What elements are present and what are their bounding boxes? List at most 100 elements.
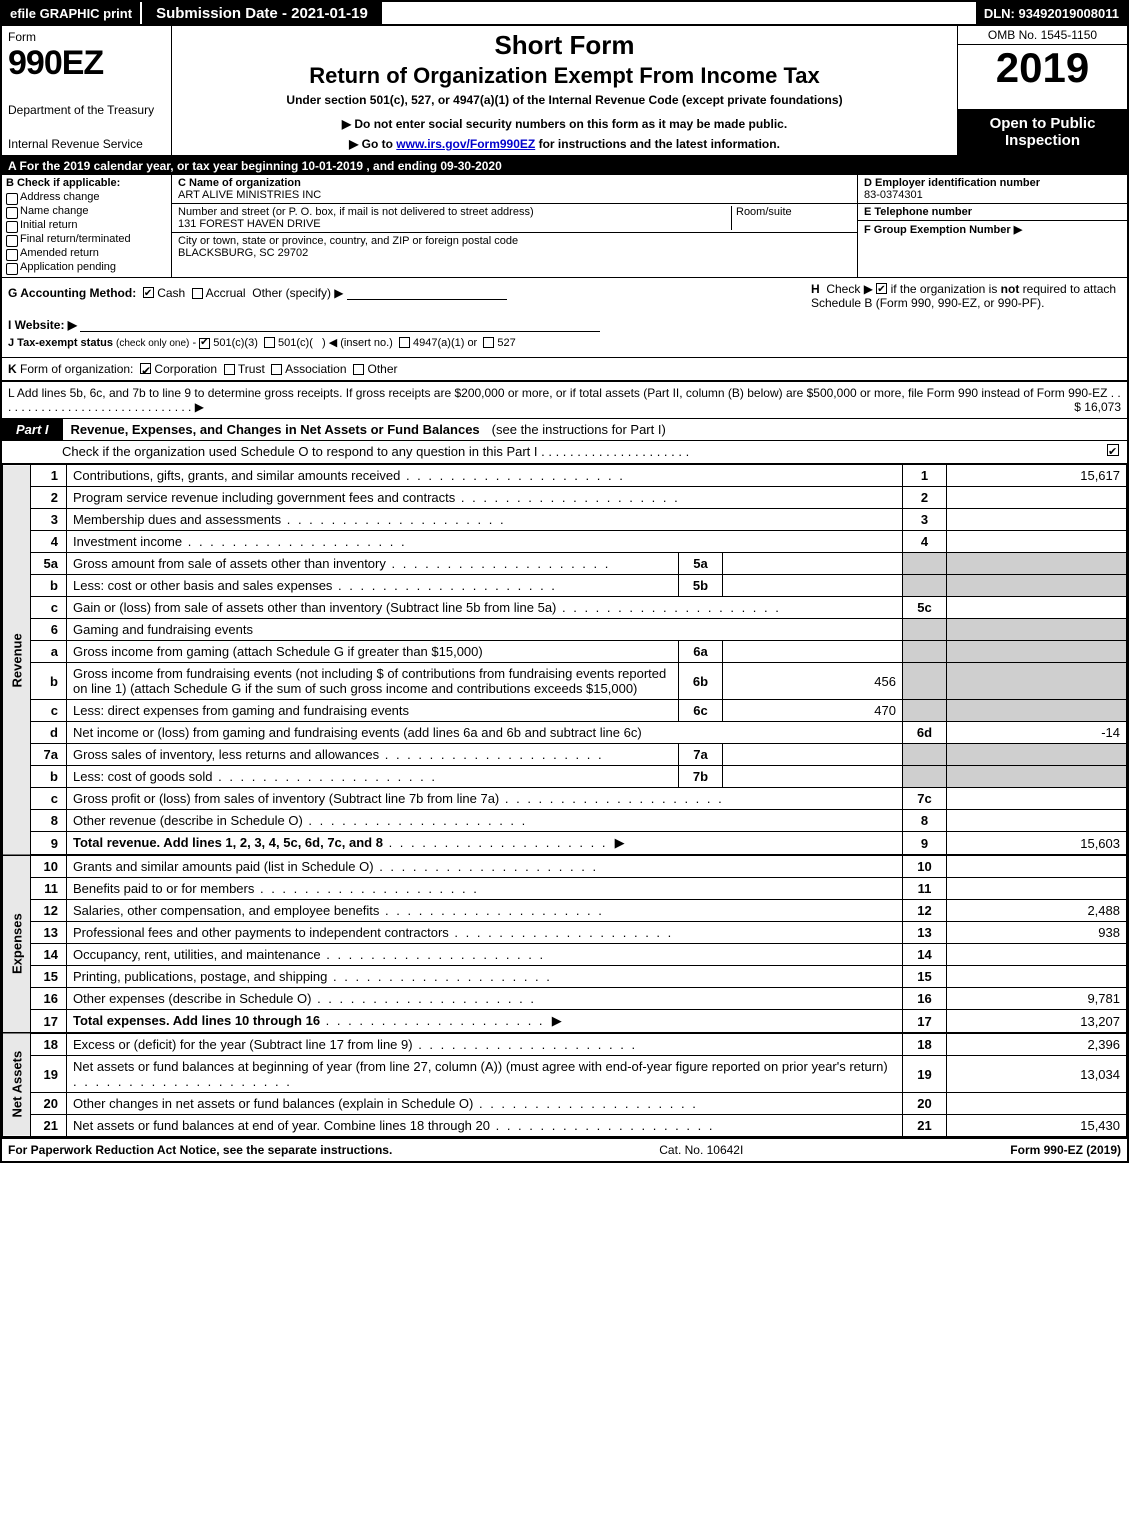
desc-5c: Gain or (loss) from sale of assets other… [73, 600, 556, 615]
desc-13: Professional fees and other payments to … [73, 925, 449, 940]
desc-11: Benefits paid to or for members [73, 881, 254, 896]
num-11: 11 [903, 878, 947, 900]
header-center: Short Form Return of Organization Exempt… [172, 26, 957, 155]
num-20: 20 [903, 1093, 947, 1115]
subv-6a [723, 641, 903, 663]
line-j: J Tax-exempt status (check only one) - 5… [8, 336, 1121, 349]
col-c-org-info: C Name of organization ART ALIVE MINISTR… [172, 175, 857, 277]
c-addr-row: Number and street (or P. O. box, if mail… [172, 204, 857, 233]
ck-application-pending[interactable]: Application pending [6, 261, 167, 273]
g-accrual-checkbox[interactable] [192, 288, 203, 299]
ln-16: 16 [31, 988, 67, 1010]
k-corp-checkbox[interactable]: ✔ [140, 363, 151, 374]
d-ein-label: D Employer identification number [864, 177, 1040, 189]
line-i: I Website: ▶ [8, 318, 1121, 332]
goto-link[interactable]: www.irs.gov/Form990EZ [396, 137, 535, 151]
amt-6b-grey [947, 663, 1127, 700]
b-header: B Check if applicable: [6, 177, 120, 189]
desc-15: Printing, publications, postage, and shi… [73, 969, 327, 984]
amt-7b-grey [947, 766, 1127, 788]
desc-2: Program service revenue including govern… [73, 490, 455, 505]
dept-irs: Internal Revenue Service [8, 137, 165, 151]
ck-address-change[interactable]: Address change [6, 191, 167, 203]
j-4947-checkbox[interactable] [399, 337, 410, 348]
subv-6b: 456 [723, 663, 903, 700]
num-17: 17 [903, 1010, 947, 1034]
num-8: 8 [903, 810, 947, 832]
k-other-checkbox[interactable] [353, 364, 364, 375]
row-9: 9 Total revenue. Add lines 1, 2, 3, 4, 5… [3, 832, 1127, 856]
desc-17: Total expenses. Add lines 10 through 16 [73, 1013, 320, 1028]
form-header: Form 990EZ Department of the Treasury In… [2, 26, 1127, 157]
desc-12: Salaries, other compensation, and employ… [73, 903, 379, 918]
desc-21: Net assets or fund balances at end of ye… [73, 1118, 490, 1133]
topbar: efile GRAPHIC print Submission Date - 20… [2, 2, 1127, 26]
l-text: L Add lines 5b, 6c, and 7b to line 9 to … [8, 386, 1121, 414]
ck-initial-return[interactable]: Initial return [6, 219, 167, 231]
row-21: 21 Net assets or fund balances at end of… [3, 1115, 1127, 1137]
c-room-label: Room/suite [731, 206, 851, 230]
num-9: 9 [903, 832, 947, 856]
i-website-value[interactable] [80, 318, 600, 332]
j-501c3-checkbox[interactable] [199, 338, 210, 349]
block-b-through-f: B Check if applicable: Address change Na… [2, 175, 1127, 278]
ck-amended-return[interactable]: Amended return [6, 247, 167, 259]
g-cash-checkbox[interactable] [143, 287, 154, 298]
dept-treasury: Department of the Treasury [8, 103, 165, 117]
ck-name-change[interactable]: Name change [6, 205, 167, 217]
j-501c-checkbox[interactable] [264, 337, 275, 348]
ln-8: 8 [31, 810, 67, 832]
desc-18: Excess or (deficit) for the year (Subtra… [73, 1037, 413, 1052]
part-1-title: Revenue, Expenses, and Changes in Net As… [63, 419, 488, 440]
row-4: 4 Investment income 4 [3, 531, 1127, 553]
k-assoc-checkbox[interactable] [271, 364, 282, 375]
num-7a-grey [903, 744, 947, 766]
row-6c: c Less: direct expenses from gaming and … [3, 700, 1127, 722]
desc-1: Contributions, gifts, grants, and simila… [73, 468, 400, 483]
ln-18: 18 [31, 1033, 67, 1056]
d-ein-row: D Employer identification number 83-0374… [858, 175, 1127, 204]
desc-4: Investment income [73, 534, 182, 549]
footer-catno: Cat. No. 10642I [392, 1143, 1010, 1157]
row-7c: c Gross profit or (loss) from sales of i… [3, 788, 1127, 810]
h-checkbox[interactable] [876, 283, 887, 294]
row-13: 13 Professional fees and other payments … [3, 922, 1127, 944]
part-1-schedule-o-check[interactable] [1099, 441, 1127, 463]
amt-10 [947, 855, 1127, 878]
amt-11 [947, 878, 1127, 900]
k-trust-checkbox[interactable] [224, 364, 235, 375]
row-12: 12 Salaries, other compensation, and emp… [3, 900, 1127, 922]
footer-paperwork: For Paperwork Reduction Act Notice, see … [8, 1143, 392, 1157]
sub-7a: 7a [679, 744, 723, 766]
row-6b: b Gross income from fundraising events (… [3, 663, 1127, 700]
amt-20 [947, 1093, 1127, 1115]
ln-2: 2 [31, 487, 67, 509]
efile-label[interactable]: efile GRAPHIC print [2, 2, 140, 24]
row-5b: b Less: cost or other basis and sales ex… [3, 575, 1127, 597]
num-2: 2 [903, 487, 947, 509]
part-1-header: Part I Revenue, Expenses, and Changes in… [2, 419, 1127, 441]
c-addr-label: Number and street (or P. O. box, if mail… [178, 206, 534, 218]
row-18: Net Assets 18 Excess or (deficit) for th… [3, 1033, 1127, 1056]
ln-6d: d [31, 722, 67, 744]
ln-19: 19 [31, 1056, 67, 1093]
i-website-label: I Website: ▶ [8, 318, 77, 332]
row-14: 14 Occupancy, rent, utilities, and maint… [3, 944, 1127, 966]
ck-final-return[interactable]: Final return/terminated [6, 233, 167, 245]
g-other-line[interactable] [347, 286, 507, 300]
j-527-checkbox[interactable] [483, 337, 494, 348]
f-group-label: F Group Exemption Number ▶ [864, 224, 1022, 236]
ln-5c: c [31, 597, 67, 619]
desc-10: Grants and similar amounts paid (list in… [73, 859, 374, 874]
num-13: 13 [903, 922, 947, 944]
row-5a: 5a Gross amount from sale of assets othe… [3, 553, 1127, 575]
row-20: 20 Other changes in net assets or fund b… [3, 1093, 1127, 1115]
c-name-label: C Name of organization [178, 177, 301, 189]
part-1-rest: (see the instructions for Part I) [488, 419, 670, 440]
sub-7b: 7b [679, 766, 723, 788]
desc-19: Net assets or fund balances at beginning… [73, 1059, 888, 1074]
ln-17: 17 [31, 1010, 67, 1034]
ln-21: 21 [31, 1115, 67, 1137]
line-l: L Add lines 5b, 6c, and 7b to line 9 to … [2, 382, 1127, 419]
goto-line: ▶ Go to www.irs.gov/Form990EZ for instru… [180, 137, 949, 151]
